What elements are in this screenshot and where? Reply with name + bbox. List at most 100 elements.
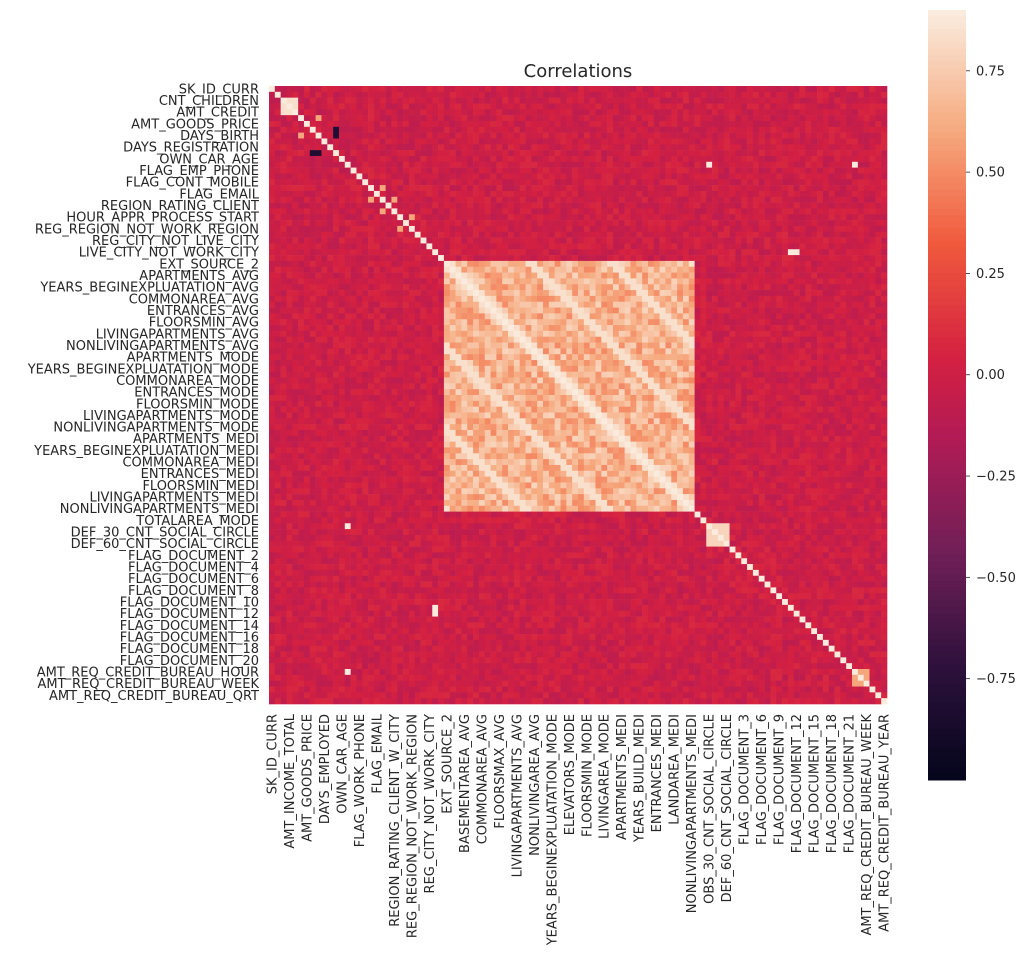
heatmap-cell	[280, 313, 287, 320]
heatmap-cell	[356, 86, 363, 93]
heatmap-cell	[531, 190, 538, 198]
heatmap-cell	[875, 272, 882, 279]
heatmap-cell	[852, 220, 859, 227]
heatmap-cell	[333, 115, 340, 122]
heatmap-cell	[362, 272, 369, 279]
heatmap-cell	[653, 290, 660, 297]
heatmap-cell	[770, 237, 777, 244]
heatmap-cell	[741, 360, 748, 367]
heatmap-cell	[543, 144, 550, 151]
heatmap-cell	[426, 86, 433, 93]
heatmap-cell	[280, 97, 287, 104]
heatmap-cell	[286, 126, 293, 133]
heatmap-cell	[578, 214, 585, 221]
heatmap-cell	[467, 325, 474, 332]
heatmap-cell	[840, 336, 847, 343]
heatmap-cell	[717, 86, 725, 93]
heatmap-cell	[764, 126, 771, 133]
heatmap-cell	[432, 167, 439, 174]
heatmap-cell	[362, 155, 369, 163]
heatmap-cell	[292, 144, 299, 151]
heatmap-cell	[373, 237, 381, 244]
heatmap-cell	[869, 260, 876, 268]
heatmap-cell	[793, 360, 800, 367]
heatmap-cell	[525, 97, 532, 104]
heatmap-cell	[525, 190, 532, 198]
heatmap-cell	[449, 325, 456, 332]
heatmap-cell	[729, 301, 736, 308]
heatmap-cell	[566, 336, 573, 343]
heatmap-cell	[752, 360, 760, 367]
heatmap-cell	[572, 91, 579, 98]
heatmap-cell	[770, 260, 777, 268]
heatmap-cell	[385, 115, 392, 122]
heatmap-cell	[875, 86, 882, 93]
heatmap-cell	[817, 266, 824, 273]
heatmap-cell	[548, 91, 555, 98]
heatmap-cell	[309, 354, 316, 361]
heatmap-cell	[280, 132, 287, 139]
heatmap-cell	[875, 249, 882, 256]
heatmap-cell	[612, 330, 620, 337]
heatmap-cell	[653, 179, 660, 186]
heatmap-cell	[572, 266, 579, 273]
heatmap-cell	[554, 336, 561, 343]
heatmap-cell	[286, 301, 293, 308]
heatmap-cell	[414, 249, 421, 256]
heatmap-cell	[537, 86, 544, 93]
heatmap-cell	[875, 196, 882, 203]
heatmap-cell	[292, 220, 299, 227]
heatmap-cell	[677, 138, 684, 145]
heatmap-cell	[379, 150, 386, 157]
heatmap-cell	[403, 225, 410, 233]
heatmap-cell	[822, 132, 829, 139]
heatmap-cell	[321, 255, 328, 262]
heatmap-cell	[817, 185, 824, 192]
heatmap-cell	[438, 295, 445, 303]
heatmap-cell	[397, 86, 404, 93]
heatmap-cell	[513, 231, 520, 238]
heatmap-cell	[315, 97, 322, 104]
heatmap-cell	[583, 144, 590, 151]
heatmap-cell	[642, 325, 649, 332]
heatmap-cell	[455, 86, 462, 93]
heatmap-cell	[525, 185, 532, 192]
heatmap-cell	[467, 150, 474, 157]
heatmap-cell	[321, 173, 328, 180]
heatmap-cell	[321, 330, 334, 337]
heatmap-cell	[508, 190, 515, 198]
heatmap-cell	[543, 185, 550, 192]
heatmap-cell	[618, 342, 625, 349]
heatmap-cell	[671, 173, 678, 180]
heatmap-cell	[478, 115, 491, 122]
heatmap-cell	[397, 109, 404, 116]
heatmap-cell	[682, 144, 690, 151]
heatmap-cell	[502, 249, 509, 256]
heatmap-cell	[566, 255, 573, 262]
heatmap-cell	[286, 132, 293, 139]
heatmap-cell	[484, 243, 491, 250]
heatmap-cell	[455, 103, 462, 110]
heatmap-cell	[543, 115, 550, 122]
heatmap-cell	[811, 272, 818, 279]
heatmap-cell	[356, 260, 363, 268]
heatmap-cell	[642, 225, 649, 233]
heatmap-cell	[595, 214, 602, 221]
heatmap-cell	[473, 231, 480, 238]
heatmap-cell	[315, 301, 322, 308]
heatmap-cell	[280, 185, 287, 192]
heatmap-cell	[624, 325, 631, 332]
heatmap-cell	[560, 144, 567, 151]
heatmap-cell	[822, 220, 829, 227]
heatmap-cell	[385, 150, 392, 157]
heatmap-cell	[525, 272, 532, 279]
heatmap-cell	[636, 150, 643, 157]
heatmap-cell	[863, 126, 870, 133]
heatmap-cell	[682, 208, 690, 215]
heatmap-cell	[280, 91, 287, 98]
heatmap-cell	[589, 86, 596, 93]
heatmap-cell	[583, 91, 590, 98]
heatmap-cell	[519, 202, 526, 209]
heatmap-cell	[473, 103, 480, 110]
heatmap-cell	[385, 348, 392, 355]
